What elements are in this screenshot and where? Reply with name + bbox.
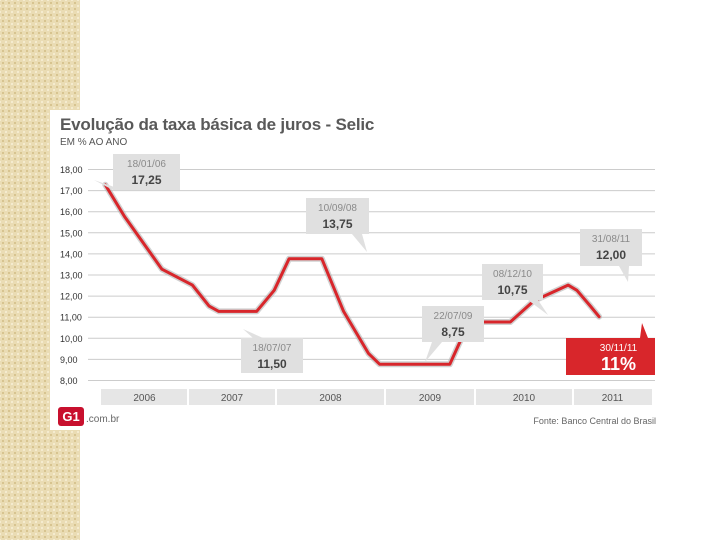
callout-date: 10/09/08	[318, 203, 357, 214]
y-tick-label: 14,00	[60, 249, 83, 259]
y-tick-label: 10,00	[60, 334, 83, 344]
x-year-label: 2006	[133, 393, 156, 404]
callout-pointer	[352, 234, 367, 252]
y-tick-label: 9,00	[60, 355, 78, 365]
y-tick-label: 11,00	[60, 313, 82, 323]
callout-value: 11%	[601, 354, 636, 374]
y-tick-label: 16,00	[60, 207, 83, 217]
callout-pointer	[619, 266, 629, 282]
callout-box	[580, 229, 642, 266]
y-tick-label: 12,00	[60, 292, 83, 302]
callout-value: 13,75	[322, 217, 352, 231]
callout-box	[113, 154, 180, 190]
callout-box	[422, 306, 484, 342]
chart-subtitle: EM % AO ANO	[60, 137, 128, 148]
callout-date: 18/07/07	[253, 343, 292, 354]
footer-source: Fonte: Banco Central do Brasil	[533, 416, 656, 426]
series-line	[103, 183, 601, 366]
x-year-label: 2010	[513, 393, 536, 404]
y-tick-label: 15,00	[60, 228, 83, 238]
footer-domain: .com.br	[86, 414, 120, 425]
x-year-label: 2011	[602, 393, 624, 404]
callout-pointer	[425, 342, 442, 362]
callout-value: 11,50	[257, 357, 287, 371]
callout-box	[482, 264, 543, 300]
y-tick-label: 18,00	[60, 165, 83, 175]
callout-box	[241, 338, 303, 373]
x-year-label: 2009	[419, 393, 442, 404]
x-year-label: 2007	[221, 393, 244, 404]
callout-value: 12,00	[596, 248, 626, 262]
x-axis-bar	[101, 389, 652, 405]
callout-date: 18/01/06	[127, 159, 166, 170]
callout-date: 22/07/09	[434, 311, 473, 322]
callout-date: 30/11/11	[600, 343, 638, 354]
y-tick-label: 17,00	[60, 186, 83, 196]
x-year-label: 2008	[319, 393, 342, 404]
callout-value: 17,25	[131, 173, 161, 187]
callout-date: 08/12/10	[493, 269, 532, 280]
callout-box	[306, 198, 369, 234]
callout-pointer	[640, 323, 648, 338]
callout-pointer	[243, 329, 263, 338]
callout-pointer	[528, 300, 548, 315]
callout-date: 31/08/11	[592, 234, 631, 245]
y-tick-label: 13,00	[60, 271, 83, 281]
g1-logo: G1	[58, 407, 84, 426]
y-tick-label: 8,00	[60, 376, 78, 386]
callout-box	[566, 338, 655, 375]
callout-value: 8,75	[441, 325, 465, 339]
chart-title: Evolução da taxa básica de juros - Selic	[60, 115, 375, 134]
callout-value: 10,75	[497, 283, 527, 297]
